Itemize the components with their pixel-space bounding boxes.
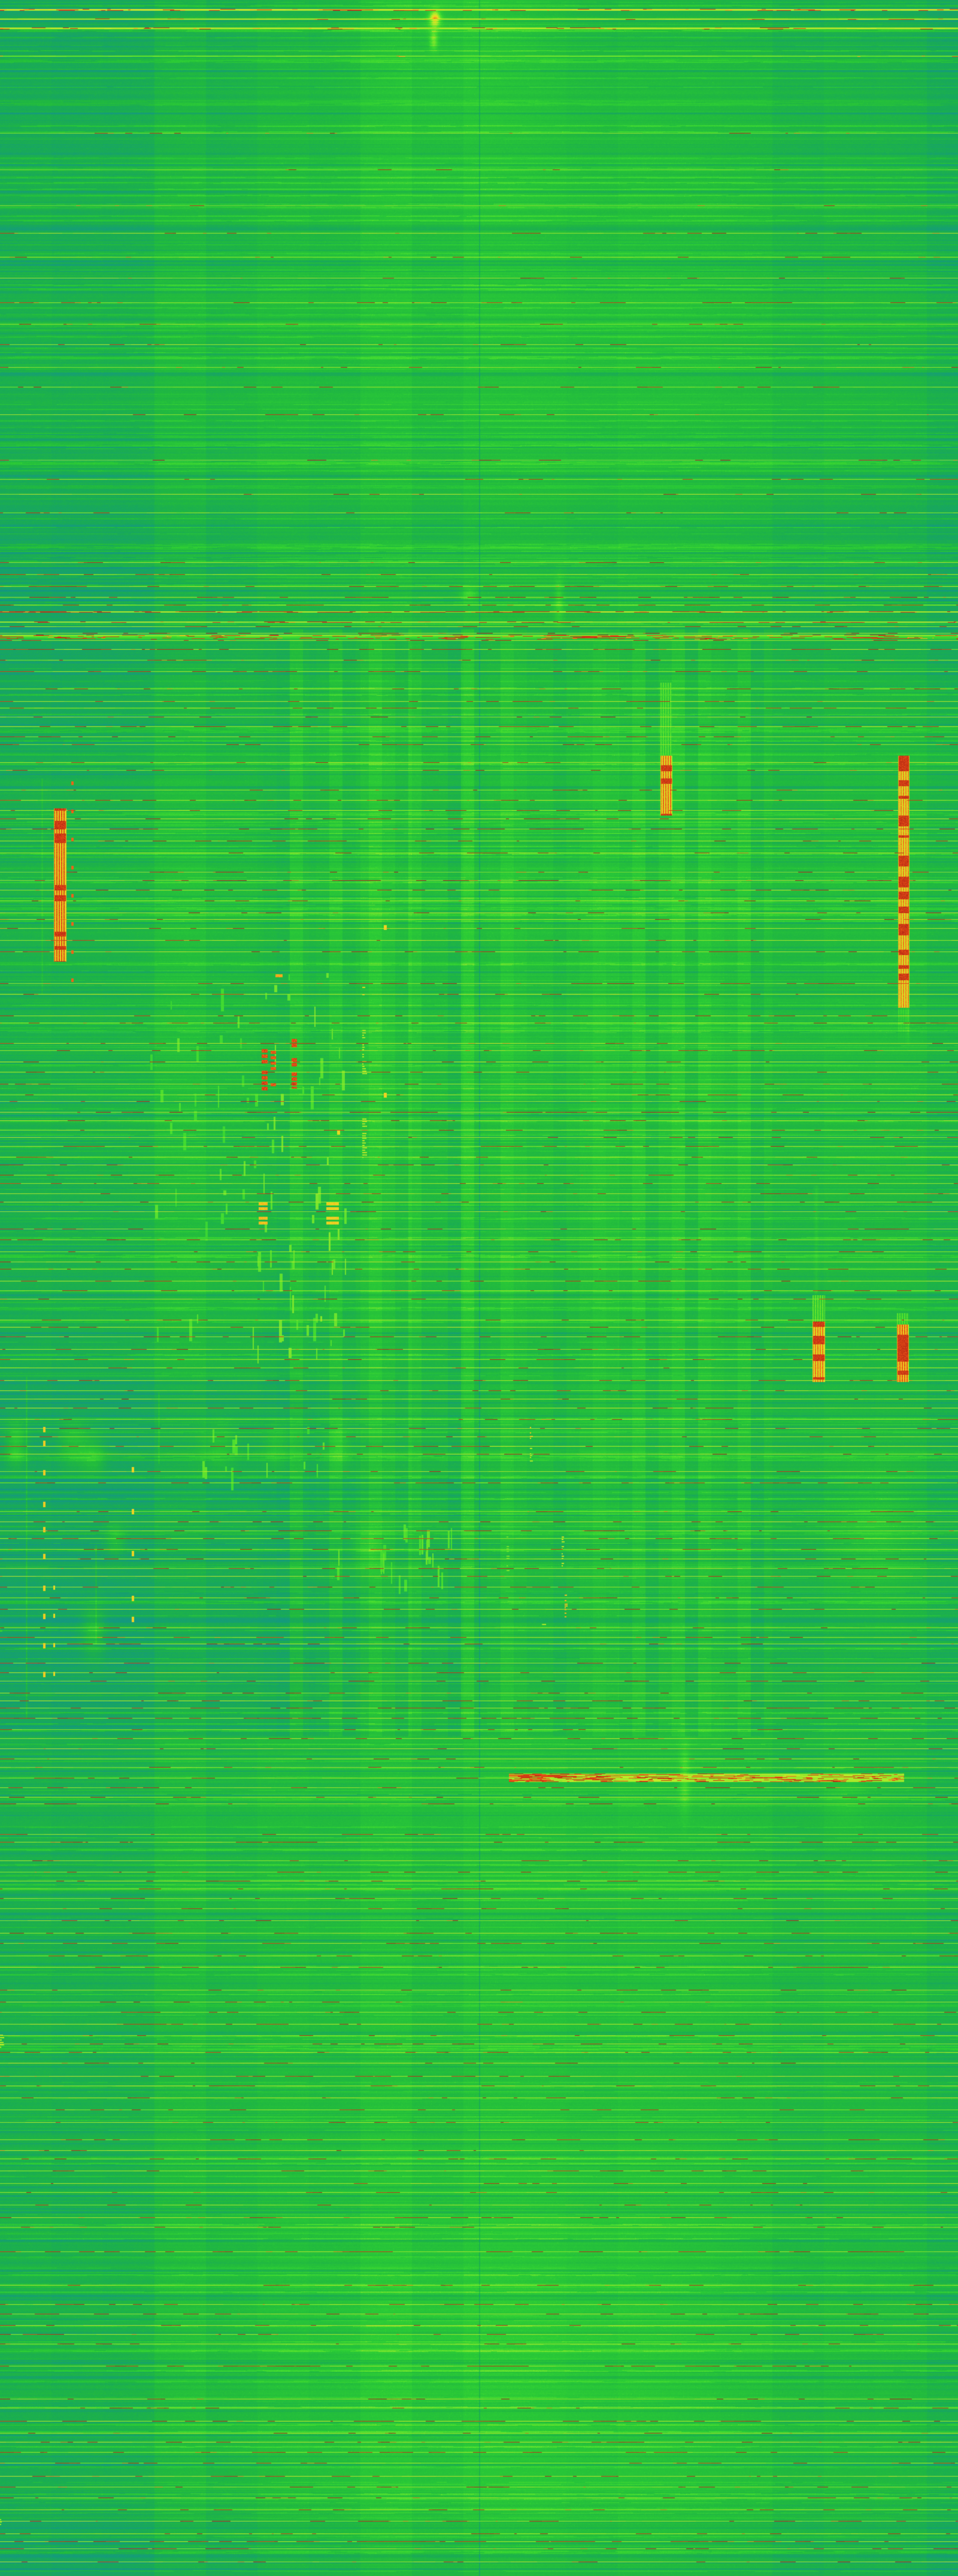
- heatmap-canvas: [0, 0, 958, 2576]
- heatmap-viewport: [0, 0, 958, 2576]
